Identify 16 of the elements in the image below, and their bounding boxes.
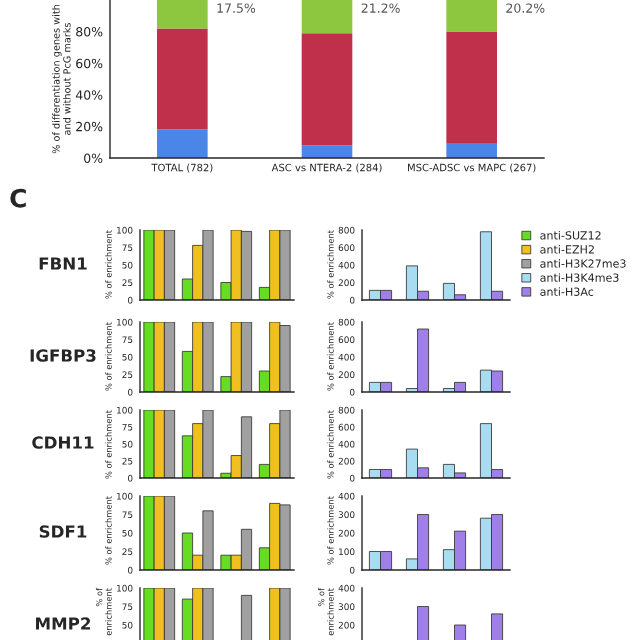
bar — [301, 0, 353, 34]
text: C — [10, 188, 26, 208]
bar — [157, 28, 208, 130]
bar — [181, 532, 194, 570]
bar — [301, 145, 353, 158]
bar — [446, 143, 497, 158]
bar — [301, 33, 353, 146]
text: MMP2 — [36, 617, 91, 630]
bar — [446, 0, 497, 32]
text: FBN1 — [39, 257, 87, 270]
bar — [157, 129, 208, 158]
text: CDH11 — [32, 436, 94, 449]
bar — [157, 0, 208, 29]
text: SDF1 — [39, 525, 87, 538]
text: IGFBP3 — [30, 349, 96, 362]
bar — [446, 31, 497, 144]
